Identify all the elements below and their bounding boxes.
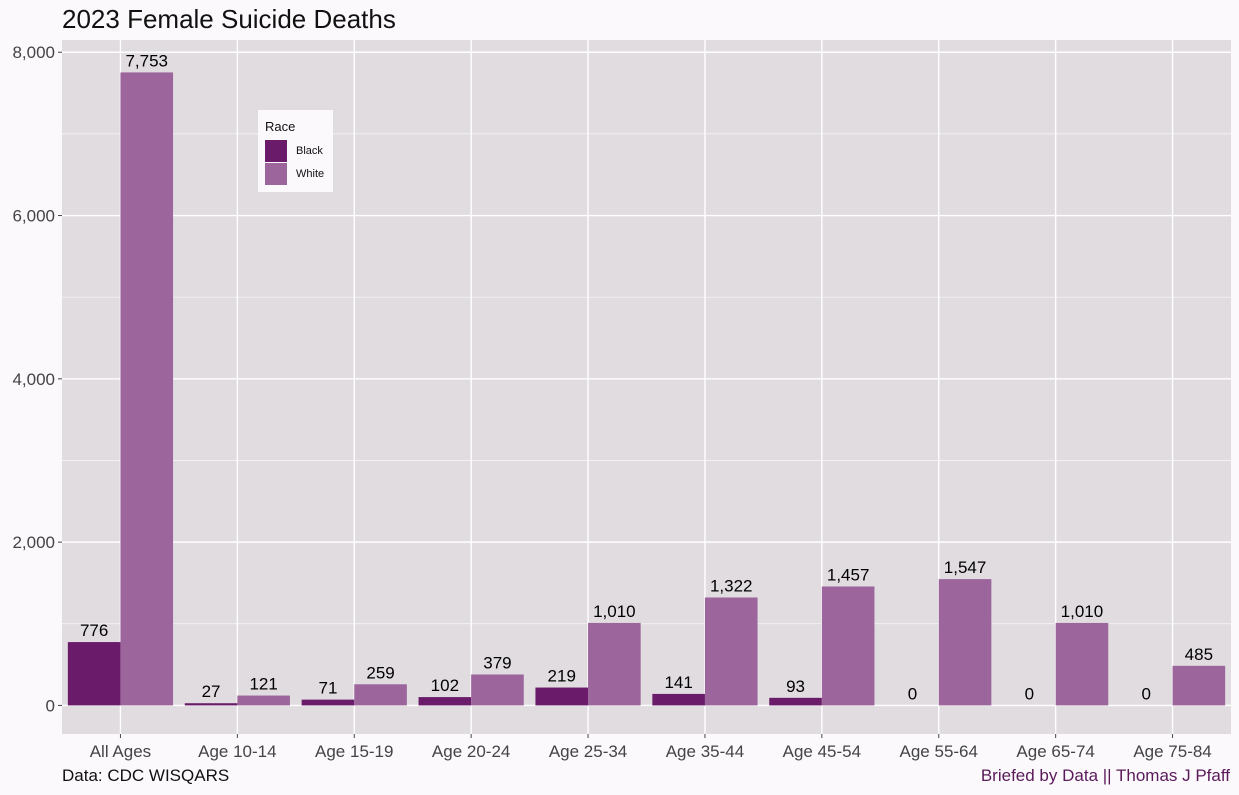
x-tick-label: Age 65-74 [1016,742,1094,761]
bar-black [67,642,121,706]
y-tick-label: 2,000 [12,533,55,552]
chart-title: 2023 Female Suicide Deaths [62,4,396,34]
credit-caption: Briefed by Data || Thomas J Pfaff [980,766,1230,785]
bar-value-label: 0 [908,684,917,703]
bar-value-label: 102 [431,676,459,695]
legend: Race Black White [258,110,333,192]
bar-white [821,586,875,706]
bar-value-label: 1,547 [944,558,987,577]
bar-black [652,693,705,706]
bar-value-label: 0 [1142,684,1151,703]
data-source-caption: Data: CDC WISQARS [62,766,230,785]
y-tick-label: 4,000 [12,370,55,389]
bar-black [769,697,822,706]
bar-white [471,674,524,706]
bar-white [1055,622,1109,706]
legend-title: Race [265,119,296,134]
legend-label-black: Black [296,145,323,157]
bar-value-label: 776 [80,621,108,640]
legend-swatch-white [265,163,287,185]
bar-value-label: 379 [483,653,511,672]
bar-white [120,72,174,706]
bar-value-label: 7,753 [125,51,168,70]
bar-white [588,622,641,706]
bar-value-label: 71 [318,679,337,698]
x-tick-label: Age 10-14 [198,742,276,761]
x-tick-label: All Ages [90,742,151,761]
bar-white [354,684,407,706]
bar-value-label: 1,457 [827,565,870,584]
bar-value-label: 1,322 [710,576,753,595]
bar-black [418,697,472,706]
bar-value-label: 0 [1025,684,1034,703]
x-tick-label: Age 20-24 [432,742,510,761]
bar-value-label: 27 [202,682,221,701]
bar-value-label: 485 [1185,645,1213,664]
bar-value-label: 1,010 [593,602,636,621]
x-tick-label: Age 45-54 [783,742,861,761]
y-tick-label: 8,000 [12,43,55,62]
x-tick-label: Age 55-64 [900,742,978,761]
bar-black [301,699,355,706]
bar-value-label: 141 [664,673,692,692]
x-tick-label: Age 25-34 [549,742,627,761]
bar-black [184,703,238,706]
bar-white [704,597,758,706]
legend-item-black: Black [265,140,323,162]
y-tick-label: 0 [46,696,55,715]
bar-white [237,695,290,706]
legend-swatch-black [265,140,287,162]
x-tick-label: Age 15-19 [315,742,393,761]
bar-value-label: 93 [786,677,805,696]
bar-value-label: 121 [249,675,277,694]
legend-label-white: White [296,168,325,180]
x-tick-label: Age 35-44 [666,742,744,761]
bar-white [1172,665,1226,706]
x-tick-label: Age 75-84 [1133,742,1211,761]
bar-black [535,687,589,706]
legend-item-white: White [265,163,324,185]
bar-white [938,579,992,706]
y-tick-label: 6,000 [12,207,55,226]
bar-value-label: 219 [548,667,576,686]
bar-value-label: 259 [366,663,394,682]
bar-value-label: 1,010 [1061,602,1104,621]
plot-panel [62,40,1231,734]
